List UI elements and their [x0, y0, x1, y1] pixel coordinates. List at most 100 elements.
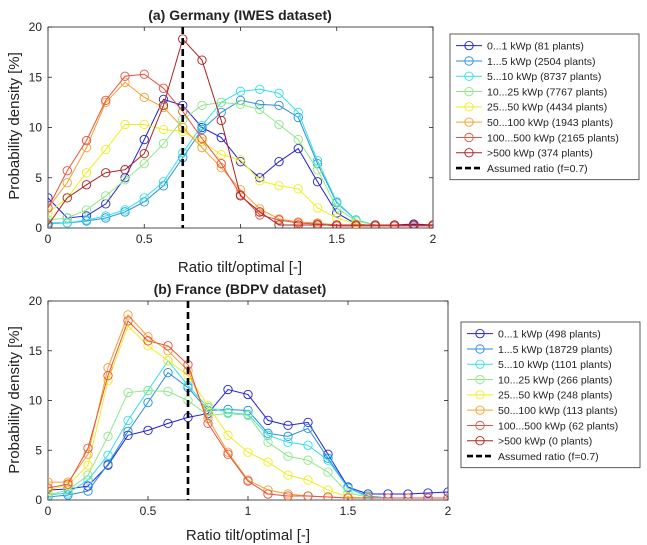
- data-point: [255, 176, 265, 186]
- data-point: [293, 134, 303, 145]
- data-point: [101, 97, 111, 108]
- data-point: [103, 431, 113, 441]
- data-point: [103, 370, 113, 381]
- legend-item: 10...25 kWp (7767 plants): [456, 86, 607, 98]
- data-point: [409, 220, 419, 228]
- legend-item: >500 kWp (374 plants): [456, 148, 593, 160]
- data-point: [293, 184, 303, 194]
- data-point: [332, 197, 342, 207]
- legend-marker: [475, 359, 485, 369]
- data-point: [343, 493, 353, 500]
- data-point: [103, 450, 113, 460]
- data-point: [48, 483, 53, 493]
- data-point: [163, 346, 173, 356]
- legend-marker: [464, 56, 474, 66]
- data-point: [383, 493, 393, 500]
- data-point: [120, 175, 130, 185]
- data-point: [139, 193, 149, 203]
- data-point: [235, 191, 246, 201]
- y-tick-label: 0: [35, 493, 42, 507]
- data-point: [216, 97, 226, 108]
- data-point: [351, 220, 361, 228]
- data-point: [120, 71, 130, 81]
- data-point: [139, 159, 149, 169]
- data-point: [283, 451, 293, 461]
- data-point: [103, 459, 113, 469]
- y-tick-label: 0: [35, 221, 42, 235]
- data-point: [428, 220, 433, 228]
- data-point: [216, 149, 226, 160]
- legend-marker: [475, 374, 485, 385]
- data-point: [123, 415, 133, 426]
- legend-item: 100...500 kWp (62 plants): [467, 420, 618, 432]
- data-point: [81, 205, 92, 215]
- data-point: [163, 367, 173, 378]
- data-point: [303, 440, 313, 450]
- data-point: [303, 475, 313, 485]
- legend-marker: [464, 71, 474, 81]
- data-point: [293, 143, 303, 154]
- data-point: [139, 148, 149, 159]
- legend-label: 1...5 kWp (2504 plants): [487, 56, 596, 68]
- legend-label: >500 kWp (374 plants): [487, 148, 593, 160]
- panel-a-ylabel: Probability density [%]: [6, 52, 23, 200]
- legend-item: 5...10 kWp (1101 plants): [467, 359, 612, 371]
- data-point: [139, 134, 149, 145]
- data-point: [163, 386, 173, 397]
- legend-item: 0...1 kWp (498 plants): [467, 328, 601, 340]
- data-point: [243, 389, 253, 400]
- data-point: [62, 218, 72, 228]
- data-point: [263, 415, 273, 426]
- legend-item: 5...10 kWp (8737 plants): [456, 71, 601, 83]
- legend-item: 1...5 kWp (2504 plants): [456, 56, 596, 68]
- data-point: [158, 102, 169, 113]
- data-point: [101, 168, 111, 178]
- data-point: [332, 208, 342, 218]
- data-point: [312, 165, 323, 175]
- data-point: [303, 417, 313, 428]
- legend-marker: [464, 132, 474, 143]
- data-point: [101, 144, 111, 155]
- legend-marker: [464, 102, 474, 112]
- data-point: [283, 491, 293, 500]
- y-tick-label: 20: [29, 20, 43, 34]
- data-point: [263, 489, 273, 499]
- data-point: [216, 159, 226, 169]
- data-point: [323, 467, 333, 477]
- legend-label: Assumed ratio (f=0.7): [498, 451, 599, 463]
- y-tick-label: 20: [29, 294, 43, 308]
- data-point: [274, 215, 284, 225]
- data-point: [197, 136, 207, 147]
- data-point: [323, 455, 333, 465]
- x-tick-label: 2: [445, 504, 452, 518]
- legend-label: 0...1 kWp (498 plants): [498, 328, 601, 340]
- data-point: [293, 220, 303, 228]
- data-point: [223, 430, 233, 440]
- data-point: [293, 107, 303, 118]
- data-point: [389, 220, 400, 228]
- data-point: [48, 193, 53, 203]
- data-point: [274, 100, 284, 111]
- data-point: [101, 95, 111, 106]
- data-point: [158, 124, 169, 135]
- y-tick-label: 15: [29, 344, 43, 358]
- data-point: [443, 493, 448, 500]
- panel-a-legend: 0...1 kWp (81 plants) 1...5 kWp (2504 pla…: [449, 33, 640, 181]
- panel-b-xlabel: Ratio tilt/optimal [-]: [186, 527, 310, 544]
- data-point: [423, 488, 433, 498]
- panel-a-title: (a) Germany (IWES dataset): [148, 7, 332, 23]
- legend-label: 100...500 kWp (2165 plants): [487, 132, 619, 144]
- y-tick-label: 15: [29, 70, 43, 84]
- data-point: [158, 138, 169, 149]
- data-point: [332, 220, 342, 228]
- data-point: [283, 437, 293, 447]
- legend-item: 10...25 kWp (266 plants): [467, 374, 612, 386]
- legend-label: Assumed ratio (f=0.7): [487, 163, 588, 175]
- data-point: [312, 156, 323, 166]
- data-point: [143, 341, 153, 351]
- data-point: [143, 425, 153, 435]
- data-point: [274, 181, 284, 191]
- data-point: [255, 207, 265, 217]
- y-tick-label: 5: [35, 171, 42, 185]
